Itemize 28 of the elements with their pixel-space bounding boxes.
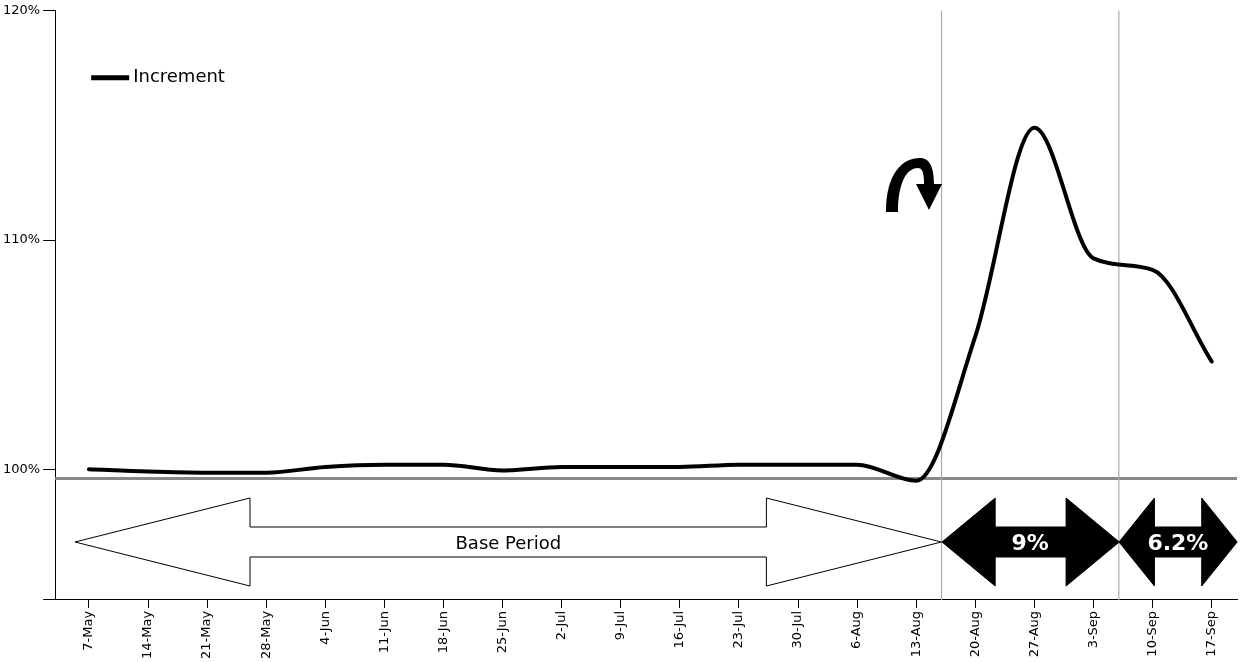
- x-tick-label: 14-May: [139, 610, 155, 659]
- x-tick-label: 4-Jun: [316, 610, 332, 645]
- x-tick-label: 7-May: [80, 610, 96, 651]
- annotation: 9%: [1011, 529, 1049, 555]
- x-tick-label: 17-Sep: [1203, 610, 1219, 657]
- y-tick-label: 110%: [2, 231, 41, 247]
- annotation: Base Period: [455, 531, 562, 553]
- x-tick-label: 20-Aug: [966, 610, 982, 658]
- x-tick-label: 21-May: [198, 610, 214, 659]
- x-tick-label: 9-Jul: [612, 610, 628, 641]
- x-tick-label: 27-Aug: [1025, 610, 1041, 658]
- x-tick-label: 2-Jul: [553, 610, 569, 641]
- x-tick-label: 11-Jun: [375, 610, 391, 654]
- x-tick-label: 6-Aug: [848, 610, 864, 649]
- x-tick-label: 3-Sep: [1084, 610, 1100, 649]
- x-tick-label: 28-May: [257, 610, 273, 659]
- y-tick-label: 100%: [2, 460, 41, 476]
- x-tick-label: 25-Jun: [493, 610, 509, 654]
- line-series: [86, 125, 1214, 483]
- x-tick-label: 18-Jun: [434, 610, 450, 654]
- x-tick-label: 16-Jul: [671, 610, 687, 649]
- x-tick-label: 13-Aug: [907, 610, 923, 658]
- legend-label: Increment: [133, 65, 225, 87]
- x-tick-label: 23-Jul: [730, 610, 746, 649]
- annotation: 6.2%: [1147, 529, 1209, 555]
- x-tick-label: 30-Jul: [789, 610, 805, 649]
- y-tick-label: 120%: [2, 2, 41, 18]
- x-tick-label: 10-Sep: [1143, 610, 1159, 657]
